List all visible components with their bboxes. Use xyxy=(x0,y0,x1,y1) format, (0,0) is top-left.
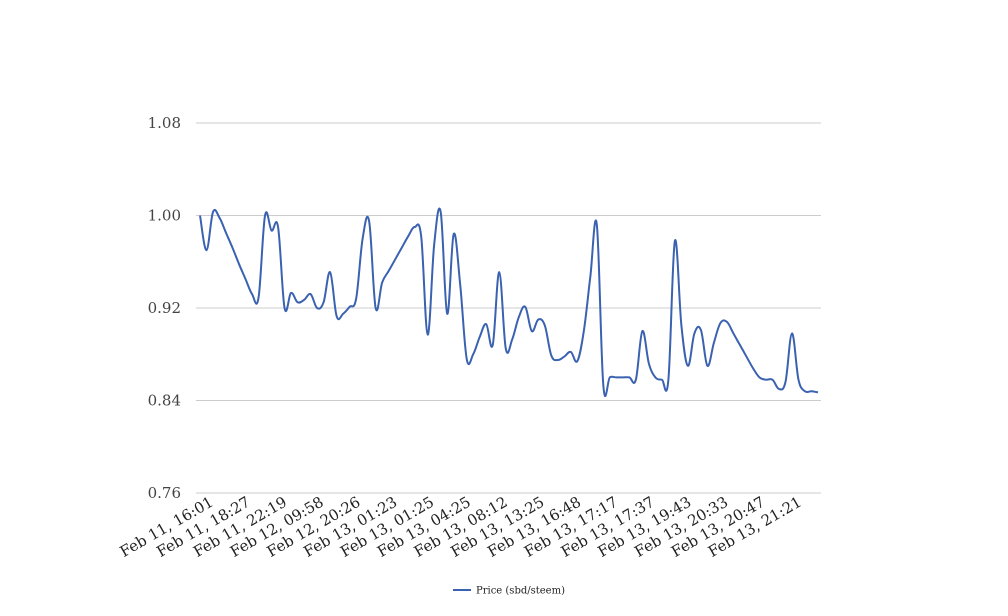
series-layer xyxy=(199,207,819,397)
y-tick-label: 0.92 xyxy=(148,299,181,317)
series-line-price xyxy=(199,207,819,397)
y-tick-label: 0.84 xyxy=(148,392,181,410)
y-tick-label: 1.00 xyxy=(148,207,181,225)
y-tick-label: 0.76 xyxy=(148,484,181,502)
y-axis-ticks: 0.76 0.84 0.92 1.00 1.08 xyxy=(148,114,181,502)
legend-label: Price (sbd/steem) xyxy=(476,586,565,597)
legend: Price (sbd/steem) xyxy=(453,586,565,597)
y-tick-label: 1.08 xyxy=(148,114,181,132)
gridlines xyxy=(196,122,821,494)
